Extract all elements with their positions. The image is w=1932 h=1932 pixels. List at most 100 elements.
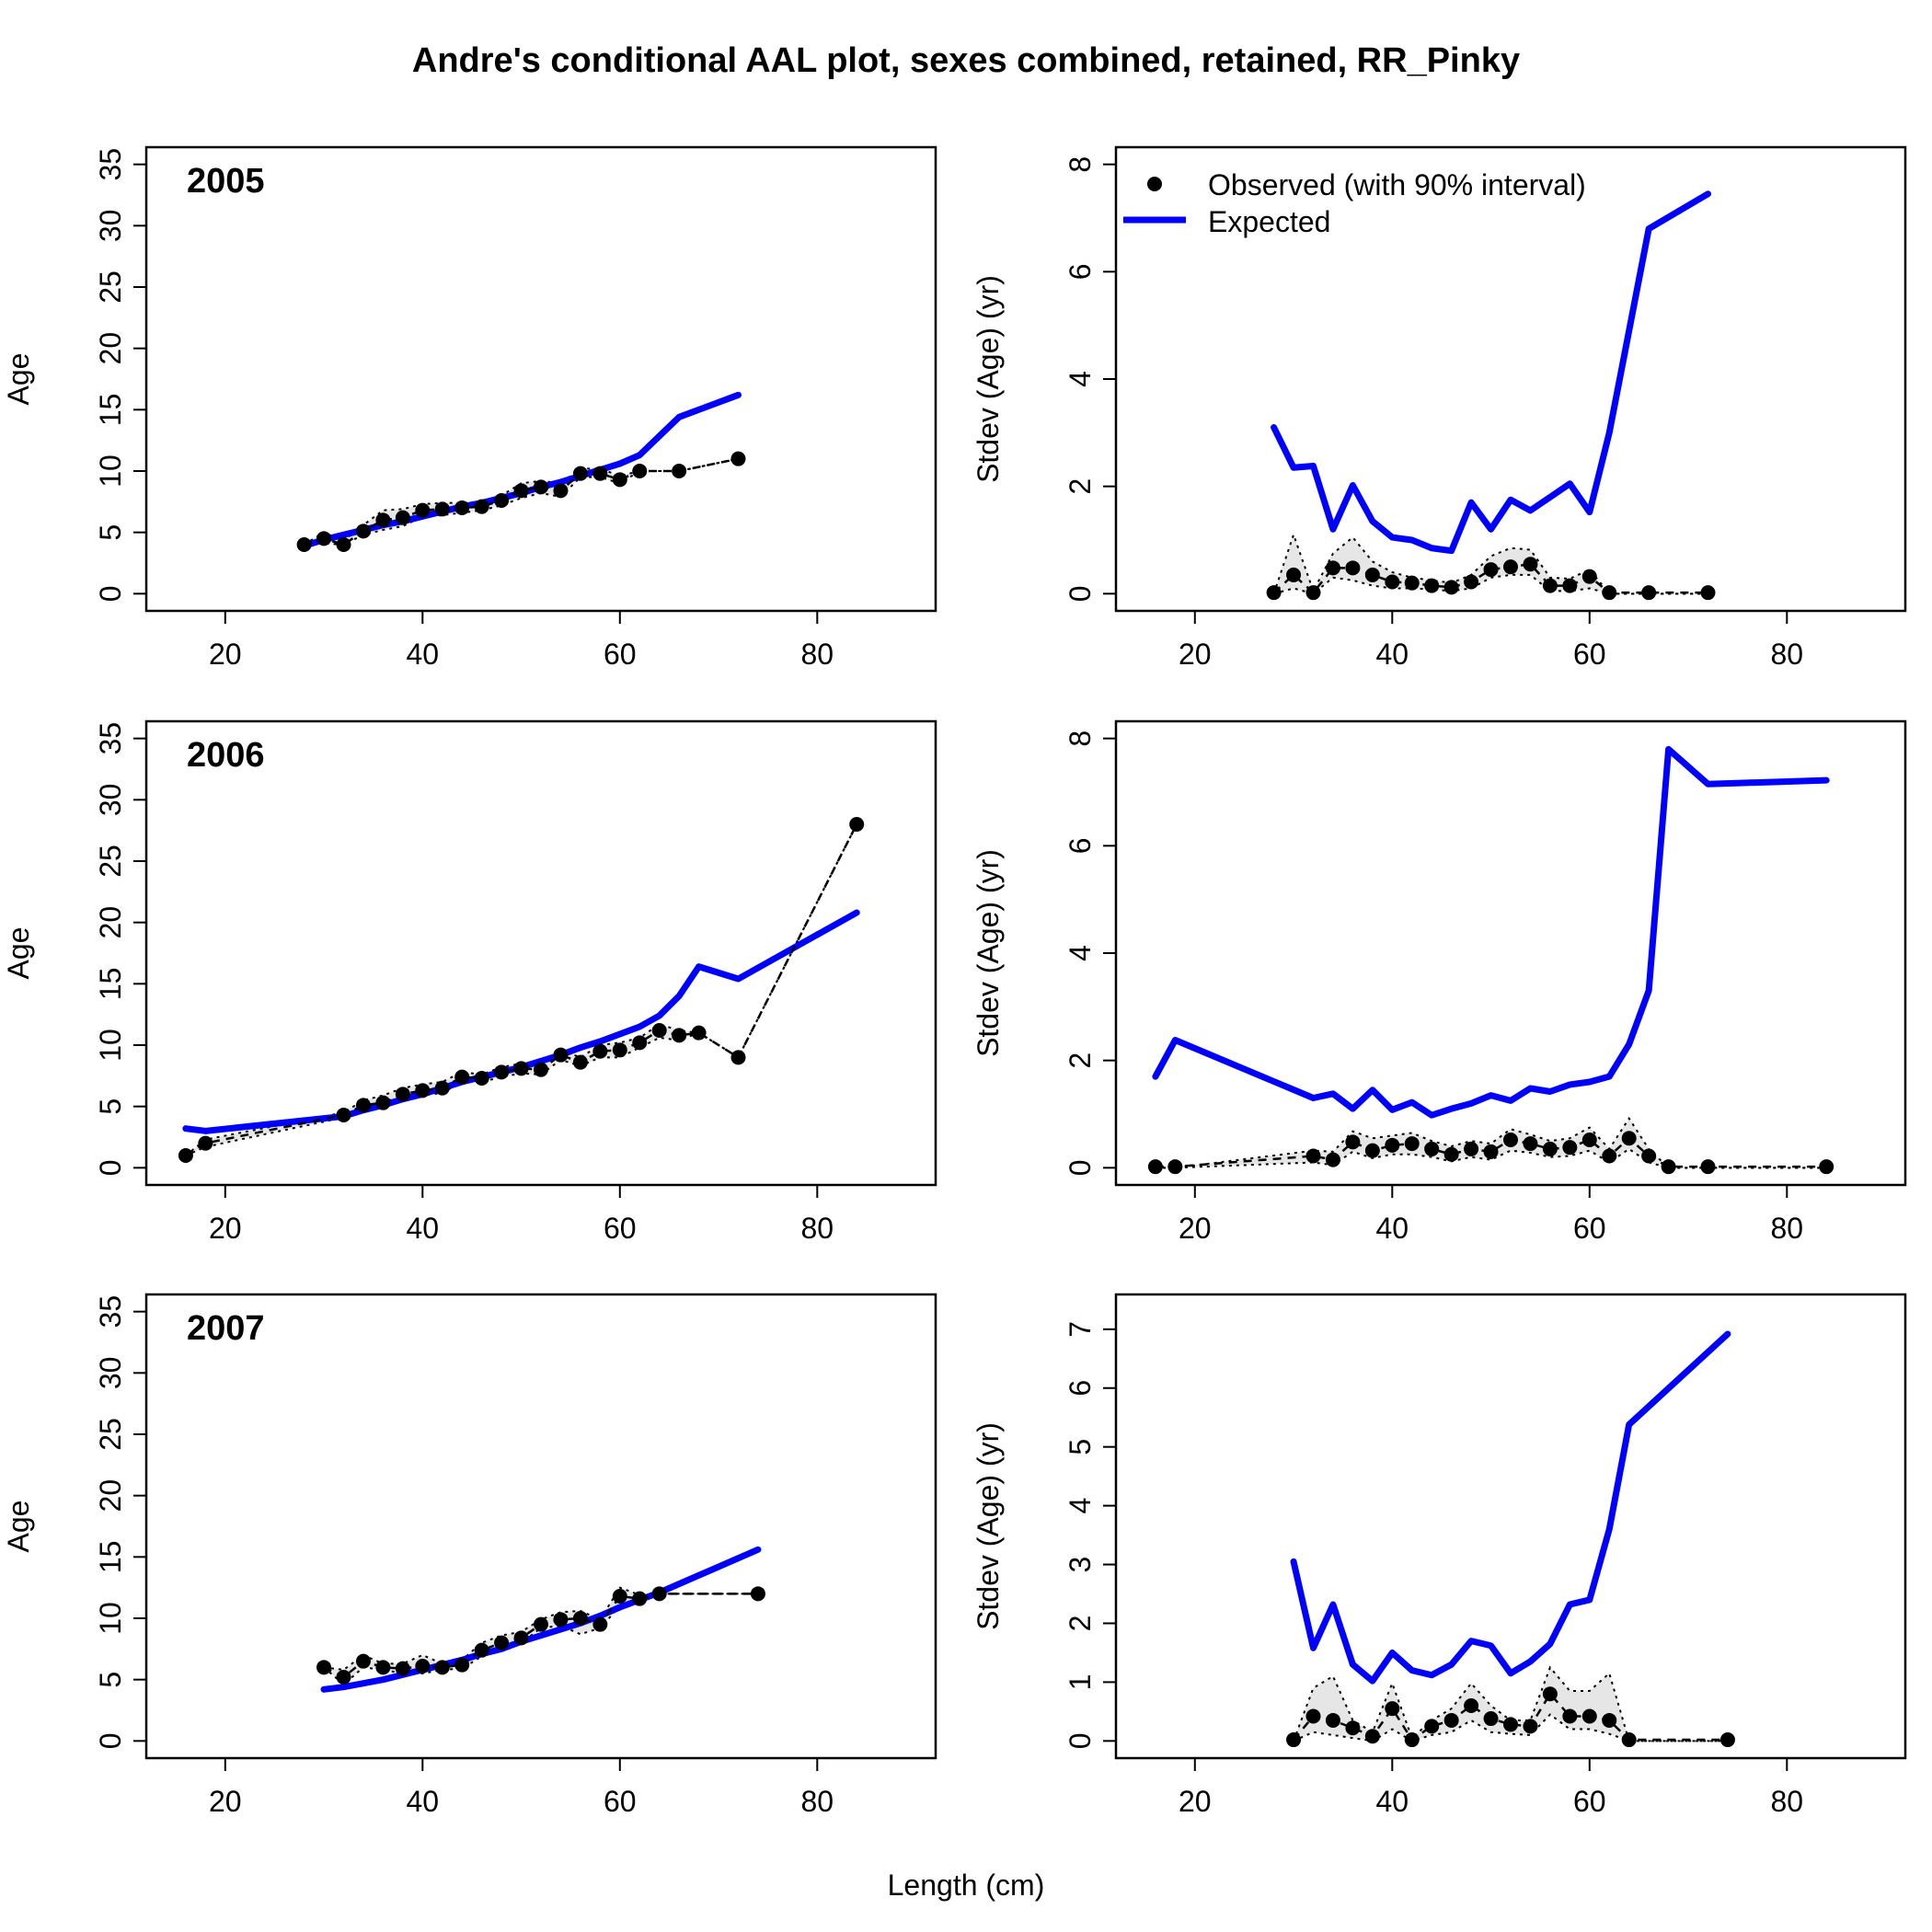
legend: Observed (with 90% interval) Expected	[1123, 168, 1586, 238]
observed-point	[296, 537, 312, 552]
y-axis-label: Stdev (Age) (yr)	[972, 849, 1005, 1057]
observed-point	[1385, 1701, 1400, 1717]
y-tick-label: 20	[94, 1479, 127, 1512]
observed-point	[454, 500, 470, 515]
y-tick-label: 10	[94, 1602, 127, 1635]
observed-point	[651, 1586, 667, 1602]
y-tick-label: 30	[94, 784, 127, 817]
observed-point	[1581, 569, 1597, 584]
y-tick-label: 4	[1064, 1498, 1097, 1514]
y-tick-label: 1	[1064, 1674, 1097, 1691]
observed-point	[572, 466, 588, 481]
observed-point	[1443, 1712, 1459, 1728]
y-tick-label: 0	[94, 1159, 127, 1176]
observed-point	[1325, 1712, 1340, 1728]
x-tick-label: 40	[1376, 638, 1409, 671]
observed-point	[395, 1087, 410, 1102]
x-tick-label: 60	[604, 638, 637, 671]
observed-point	[612, 1589, 627, 1604]
observed-point	[395, 1661, 410, 1676]
y-tick-label: 7	[1064, 1321, 1097, 1338]
observed-point	[494, 1064, 510, 1080]
observed-point	[1266, 585, 1282, 601]
observed-point	[355, 523, 371, 539]
observed-point	[1345, 560, 1361, 576]
y-axis-label: Stdev (Age) (yr)	[972, 275, 1005, 483]
observed-point	[375, 1095, 391, 1110]
observed-point	[1325, 1152, 1340, 1167]
y-tick-label: 3	[1064, 1557, 1097, 1573]
observed-point	[632, 1035, 648, 1051]
y-tick-label: 2	[1064, 1052, 1097, 1069]
expected-line	[1271, 190, 1711, 555]
observed-point	[1464, 1141, 1479, 1156]
y-tick-label: 10	[94, 454, 127, 488]
observed-point	[1464, 574, 1479, 590]
observed-point	[434, 501, 450, 517]
observed-point	[474, 1071, 489, 1086]
y-tick-label: 25	[94, 845, 127, 878]
y-tick-label: 5	[94, 1098, 127, 1115]
year-label: 2006	[187, 736, 265, 775]
y-tick-label: 8	[1064, 730, 1097, 747]
x-tick-label: 40	[407, 638, 440, 671]
observed-point	[1581, 1708, 1597, 1724]
interval-lower-line	[304, 457, 739, 546]
x-tick-label: 20	[209, 1785, 242, 1818]
y-tick-label: 0	[94, 1732, 127, 1749]
y-tick-label: 25	[94, 270, 127, 304]
observed-point	[1542, 1686, 1558, 1702]
observed-point	[494, 1635, 510, 1650]
observed-point	[1385, 574, 1400, 590]
panel-2007-age: 20 40 60 80 0 5 10 15 20 25 30 35 Age 2007	[2, 1293, 937, 1818]
observed-point	[534, 1062, 548, 1077]
observed-point	[651, 1023, 667, 1038]
y-axis-label: Age	[2, 927, 35, 980]
observed-point	[494, 493, 510, 508]
observed-point	[375, 1660, 391, 1675]
observed-point	[1483, 562, 1499, 578]
observed-point	[612, 1042, 627, 1058]
interval-lower-line	[1155, 1147, 1827, 1169]
y-tick-label: 20	[94, 906, 127, 939]
y-tick-label: 4	[1064, 945, 1097, 961]
observed-point	[474, 1642, 489, 1658]
observed-point	[1167, 1159, 1183, 1175]
y-tick-label: 35	[94, 722, 127, 755]
x-tick-label: 20	[1179, 1785, 1212, 1818]
legend-observed-label: Observed (with 90% interval)	[1208, 168, 1586, 201]
observed-point	[1602, 1712, 1617, 1728]
x-tick-label: 60	[604, 1212, 637, 1245]
observed-point	[1385, 1137, 1400, 1153]
observed-point	[1364, 567, 1380, 582]
interval-band	[1294, 1667, 1728, 1742]
y-tick-label: 15	[94, 968, 127, 1001]
observed-point	[1700, 1159, 1716, 1175]
observed-point	[178, 1148, 193, 1163]
expected-line	[1152, 745, 1830, 1119]
observed-point	[1325, 560, 1340, 576]
observed-point	[1424, 578, 1440, 593]
y-tick-label: 30	[94, 210, 127, 243]
panel-2007-stdev: 20 40 60 80 0 1 2 3 4 5 6 7 Stdev (Age) (yr)	[972, 1293, 1907, 1818]
observed-point	[336, 1670, 351, 1685]
observed-point	[415, 1659, 431, 1673]
observed-point	[1503, 1717, 1518, 1732]
observed-point	[336, 1108, 351, 1122]
panel-2005-stdev: 20 40 60 80 0 2 4 6 8 Stdev (Age) (yr) Observed (w…	[972, 145, 1907, 671]
legend-observed-marker	[1147, 177, 1162, 191]
x-tick-label: 60	[1573, 638, 1606, 671]
y-tick-label: 0	[1064, 1732, 1097, 1749]
observed-point	[336, 537, 351, 552]
y-tick-label: 6	[1064, 263, 1097, 280]
observed-point	[1345, 1134, 1361, 1150]
observed-point	[1641, 1148, 1657, 1164]
x-tick-label: 60	[1573, 1212, 1606, 1245]
observed-point	[592, 1043, 608, 1059]
observed-point	[632, 464, 648, 478]
observed-point	[1503, 559, 1518, 575]
y-tick-label: 0	[94, 585, 127, 602]
observed-point	[1424, 1141, 1440, 1156]
y-tick-label: 0	[1064, 1159, 1097, 1176]
